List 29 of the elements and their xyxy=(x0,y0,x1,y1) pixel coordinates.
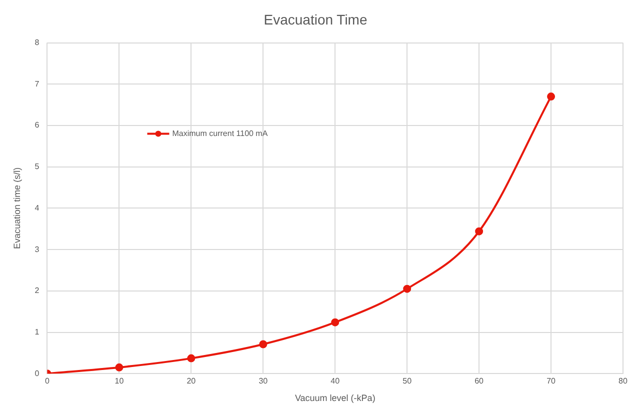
y-tick-label: 6 xyxy=(34,120,40,130)
y-tick-label: 3 xyxy=(34,244,40,254)
point xyxy=(187,354,196,362)
point xyxy=(475,227,484,236)
y-tick-label: 8 xyxy=(34,38,40,48)
x-tick-label: 10 xyxy=(114,376,124,386)
y-tick-label: 4 xyxy=(34,203,40,212)
x-tick-label: 0 xyxy=(45,376,50,386)
x-tick-label: 50 xyxy=(402,376,412,386)
legend-label: Maximum current 1100 mA xyxy=(172,129,268,138)
x-axis-title: Vacuum level (-kPa) xyxy=(294,393,376,404)
x-tick-label: 40 xyxy=(330,376,340,386)
x-tick-label: 80 xyxy=(618,376,628,386)
y-tick-label: 2 xyxy=(34,286,40,296)
y-tick-label: 0 xyxy=(34,368,40,378)
point xyxy=(331,318,340,326)
x-tick-label: 60 xyxy=(474,376,484,386)
chart-title: Evacuation Time xyxy=(264,11,368,28)
point xyxy=(547,92,556,101)
x-tick-label: 30 xyxy=(258,376,268,386)
x-tick-label: 70 xyxy=(546,376,556,386)
y-tick-label: 7 xyxy=(34,79,40,88)
x-tick-label: 20 xyxy=(186,376,196,386)
y-tick-label: 1 xyxy=(34,327,40,336)
point xyxy=(403,284,412,293)
point xyxy=(115,363,124,372)
point xyxy=(259,340,268,348)
y-tick-label: 5 xyxy=(34,162,40,172)
y-axis-title: Evacuation time (s/l) xyxy=(12,167,22,249)
